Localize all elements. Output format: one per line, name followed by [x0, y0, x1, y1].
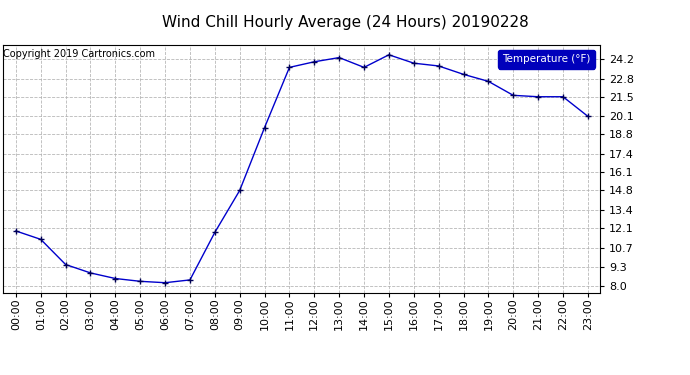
Text: Wind Chill Hourly Average (24 Hours) 20190228: Wind Chill Hourly Average (24 Hours) 201… [161, 15, 529, 30]
Legend: Temperature (°F): Temperature (°F) [498, 50, 595, 69]
Text: Copyright 2019 Cartronics.com: Copyright 2019 Cartronics.com [3, 49, 155, 59]
